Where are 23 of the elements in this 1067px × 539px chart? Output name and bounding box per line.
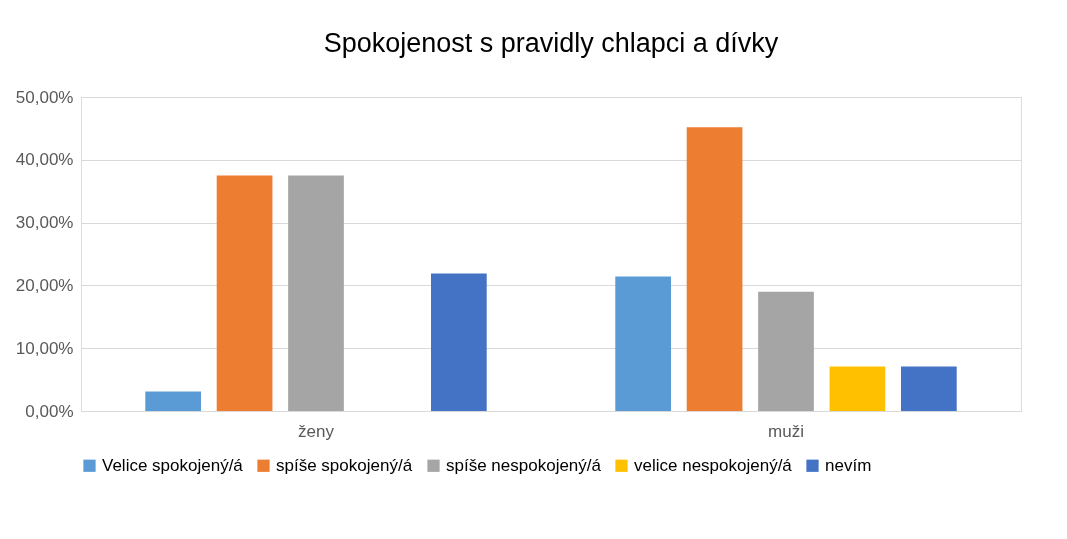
- x-tick-label: muži: [768, 421, 804, 441]
- bar: [216, 175, 273, 411]
- legend-label: spíše nespokojený/á: [446, 455, 602, 475]
- y-tick-label: 0,00%: [25, 401, 74, 421]
- y-tick-label: 10,00%: [15, 338, 74, 358]
- chart-title: Spokojenost s pravidly chlapci a dívky: [323, 28, 779, 58]
- y-tick-label: 50,00%: [15, 87, 74, 107]
- bar: [686, 127, 743, 411]
- legend-label: nevím: [825, 455, 872, 475]
- bar: [829, 366, 886, 411]
- bar: [901, 366, 957, 411]
- bar: [145, 391, 201, 411]
- bar: [288, 175, 344, 411]
- x-tick-label: ženy: [298, 421, 335, 441]
- y-tick-label: 20,00%: [15, 275, 74, 295]
- y-tick-label: 30,00%: [15, 213, 74, 233]
- y-tick-label: 40,00%: [15, 150, 74, 170]
- legend-label: Velice spokojený/á: [102, 455, 244, 475]
- legend-label: spíše spokojený/á: [276, 455, 413, 475]
- bar: [615, 276, 671, 411]
- legend-label: velice nespokojený/á: [634, 455, 793, 475]
- bar: [758, 291, 814, 411]
- bar: [431, 273, 487, 411]
